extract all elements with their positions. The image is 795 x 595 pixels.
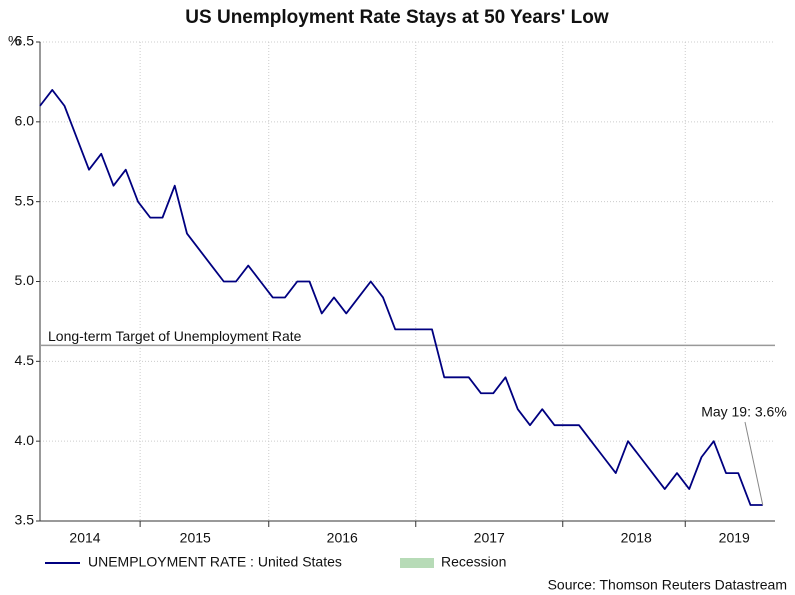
x-tick-label: 2015 bbox=[180, 530, 211, 546]
y-tick-label: 4.0 bbox=[15, 432, 35, 448]
y-axis-label: % bbox=[8, 33, 20, 49]
reference-label: Long-term Target of Unemployment Rate bbox=[48, 328, 302, 344]
chart-title: US Unemployment Rate Stays at 50 Years' … bbox=[185, 7, 609, 28]
x-tick-label: 2016 bbox=[327, 530, 358, 546]
y-tick-label: 5.5 bbox=[15, 192, 35, 208]
annotation-leader bbox=[744, 421, 764, 506]
source: Source: Thomson Reuters Datastream bbox=[548, 577, 787, 593]
y-tick-label: 4.5 bbox=[15, 352, 35, 368]
y-tick-label: 6.0 bbox=[15, 113, 35, 129]
legend-label: Recession bbox=[441, 554, 506, 570]
x-tick-label: 2018 bbox=[621, 530, 652, 546]
x-tick-label: 2017 bbox=[474, 530, 505, 546]
y-tick-label: 6.5 bbox=[15, 33, 35, 49]
annotation: May 19: 3.6% bbox=[701, 404, 787, 420]
x-tick-label: 2019 bbox=[719, 530, 750, 546]
x-tick-label: 2014 bbox=[69, 530, 100, 546]
y-tick-label: 3.5 bbox=[15, 512, 35, 528]
legend-swatch bbox=[400, 558, 434, 568]
y-tick-label: 5.0 bbox=[15, 272, 35, 288]
series-line bbox=[39, 89, 763, 506]
legend-label: UNEMPLOYMENT RATE : United States bbox=[88, 554, 342, 570]
